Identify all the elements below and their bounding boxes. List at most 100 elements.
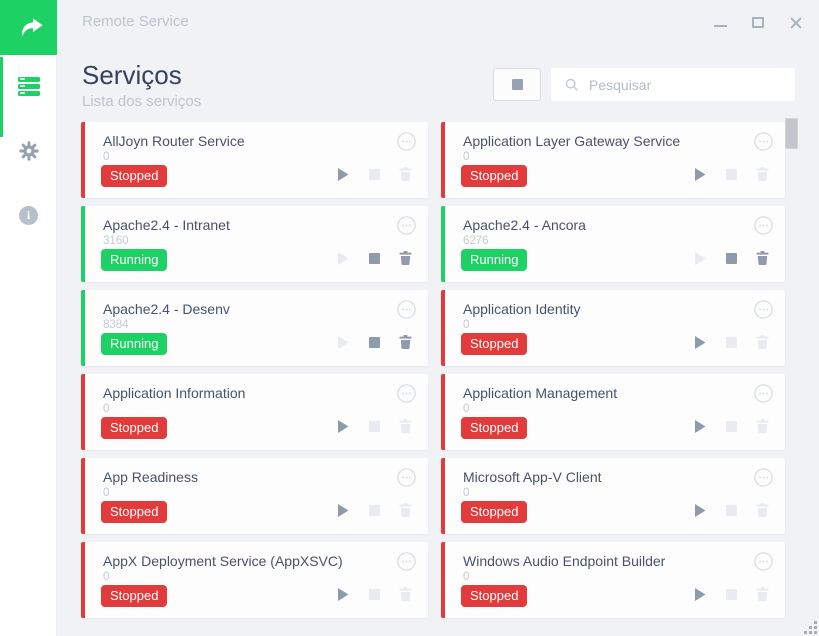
service-pid: 0 <box>463 319 470 331</box>
service-actions <box>336 503 412 517</box>
delete-service-button[interactable] <box>398 587 412 601</box>
start-service-button[interactable] <box>336 167 350 181</box>
close-button[interactable] <box>789 16 803 30</box>
start-service-button[interactable] <box>693 335 707 349</box>
delete-service-button[interactable] <box>398 503 412 517</box>
stop-service-button[interactable] <box>724 419 738 433</box>
service-pid: 0 <box>463 571 470 583</box>
stop-all-button[interactable] <box>493 68 541 101</box>
delete-service-button[interactable] <box>755 251 769 265</box>
service-card: AllJoyn Router Service 0 Stopped <box>81 122 428 198</box>
scrollbar-thumb[interactable] <box>785 118 798 149</box>
service-name: Microsoft App-V Client <box>463 469 602 485</box>
circle-ellipsis-icon[interactable] <box>397 552 416 571</box>
stop-service-button[interactable] <box>724 335 738 349</box>
service-actions <box>693 335 769 349</box>
stop-square-icon <box>368 588 380 600</box>
circle-ellipsis-icon[interactable] <box>754 216 773 235</box>
delete-service-button[interactable] <box>398 251 412 265</box>
service-card: Application Layer Gateway Service 0 Stoppe… <box>441 122 785 198</box>
page-subtitle: Lista dos serviços <box>82 93 202 110</box>
delete-service-button[interactable] <box>755 419 769 433</box>
start-service-button[interactable] <box>336 251 350 265</box>
service-card: Windows Audio Endpoint Builder 0 Stopped <box>441 542 785 618</box>
service-name: App Readiness <box>103 469 198 485</box>
circle-ellipsis-icon[interactable] <box>397 300 416 319</box>
delete-service-button[interactable] <box>398 167 412 181</box>
service-actions <box>336 167 412 181</box>
start-service-button[interactable] <box>336 335 350 349</box>
service-card: Application Management 0 Stopped <box>441 374 785 450</box>
delete-service-button[interactable] <box>398 335 412 349</box>
service-actions <box>693 251 769 265</box>
service-card: Application Information 0 Stopped <box>81 374 428 450</box>
minimize-icon <box>713 24 727 27</box>
circle-ellipsis-icon[interactable] <box>754 552 773 571</box>
minimize-button[interactable] <box>713 16 727 30</box>
sidebar-item-services[interactable] <box>0 65 57 109</box>
start-service-button[interactable] <box>336 503 350 517</box>
start-service-button[interactable] <box>693 419 707 433</box>
service-card: Application Identity 0 Stopped <box>441 290 785 366</box>
circle-ellipsis-icon[interactable] <box>397 468 416 487</box>
stop-service-button[interactable] <box>367 503 381 517</box>
start-service-button[interactable] <box>693 251 707 265</box>
status-badge: Stopped <box>461 501 528 523</box>
status-badge: Stopped <box>461 417 528 439</box>
start-service-button[interactable] <box>693 587 707 601</box>
start-service-button[interactable] <box>693 503 707 517</box>
service-name: AppX Deployment Service (AppXSVC) <box>103 553 343 569</box>
window-controls <box>713 0 803 45</box>
status-accent-bar <box>81 290 85 366</box>
service-pid: 0 <box>103 403 110 415</box>
sidebar-item-settings[interactable] <box>0 129 57 173</box>
stop-square-icon <box>368 420 380 432</box>
gear-icon <box>18 141 39 161</box>
circle-ellipsis-icon[interactable] <box>754 132 773 151</box>
stop-square-icon <box>368 336 380 348</box>
delete-service-button[interactable] <box>755 587 769 601</box>
circle-ellipsis-icon[interactable] <box>397 384 416 403</box>
stop-service-button[interactable] <box>724 167 738 181</box>
status-accent-bar <box>441 290 445 366</box>
start-service-button[interactable] <box>336 587 350 601</box>
stop-service-button[interactable] <box>724 251 738 265</box>
status-badge: Stopped <box>101 165 168 187</box>
service-name: Application Layer Gateway Service <box>463 133 681 149</box>
circle-ellipsis-icon[interactable] <box>397 132 416 151</box>
circle-ellipsis-icon[interactable] <box>397 216 416 235</box>
delete-service-button[interactable] <box>755 167 769 181</box>
stop-service-button[interactable] <box>367 335 381 349</box>
delete-service-button[interactable] <box>398 419 412 433</box>
stop-service-button[interactable] <box>367 587 381 601</box>
status-badge: Running <box>101 249 168 271</box>
delete-service-button[interactable] <box>755 335 769 349</box>
service-actions <box>693 503 769 517</box>
service-pid: 0 <box>103 487 110 499</box>
titlebar: Remote Service <box>57 0 819 45</box>
stop-square-icon <box>368 252 380 264</box>
start-service-button[interactable] <box>336 419 350 433</box>
stop-square-icon <box>725 504 737 516</box>
maximize-button[interactable] <box>751 16 765 30</box>
stop-service-button[interactable] <box>367 167 381 181</box>
service-actions <box>693 167 769 181</box>
stop-service-button[interactable] <box>724 503 738 517</box>
delete-service-button[interactable] <box>755 503 769 517</box>
stop-service-button[interactable] <box>367 251 381 265</box>
resize-grip-icon[interactable] <box>801 618 817 634</box>
service-name: Apache2.4 - Ancora <box>463 217 586 233</box>
stop-service-button[interactable] <box>367 419 381 433</box>
stop-service-button[interactable] <box>724 587 738 601</box>
circle-ellipsis-icon[interactable] <box>754 384 773 403</box>
search-input[interactable] <box>589 76 779 93</box>
sidebar-item-about[interactable]: i <box>0 193 57 237</box>
status-accent-bar <box>81 458 85 534</box>
service-name: Apache2.4 - Intranet <box>103 217 230 233</box>
status-accent-bar <box>441 206 445 282</box>
start-service-button[interactable] <box>693 167 707 181</box>
circle-ellipsis-icon[interactable] <box>754 468 773 487</box>
status-accent-bar <box>441 458 445 534</box>
circle-ellipsis-icon[interactable] <box>754 300 773 319</box>
status-badge: Stopped <box>461 165 528 187</box>
